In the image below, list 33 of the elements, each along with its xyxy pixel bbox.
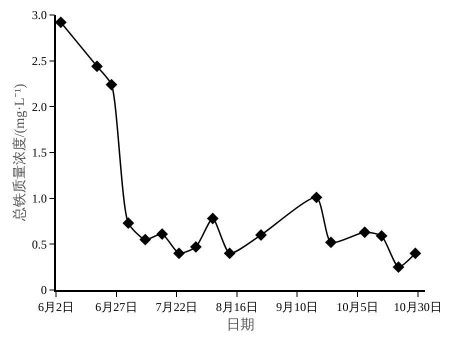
x-tick-label: 6月2日 [38,300,74,314]
point [106,78,118,91]
y-tick-label: 1.0 [32,192,47,206]
y-tick-label: 3.0 [32,8,47,22]
point [91,60,103,72]
y-tick-label: 2.0 [32,100,47,114]
point [139,234,152,246]
point [206,212,219,224]
point [56,16,67,28]
point [173,247,185,260]
point [392,261,404,273]
point [190,241,202,253]
point [310,192,322,204]
point [376,230,388,242]
point [410,247,422,260]
point [255,229,267,241]
point [325,236,337,248]
point [224,247,236,260]
x-tick-label: 10月30日 [394,300,442,314]
x-tick-label: 9月10日 [276,300,318,314]
point [122,217,134,229]
x-axis-title: 日期 [226,316,254,333]
y-tick-label: 2.5 [32,54,47,68]
x-tick-label: 10月5日 [336,300,378,314]
y-tick-label: 1.5 [32,146,47,160]
y-tick-label: 0.5 [32,237,47,252]
y-axis-title: 总铁质量浓度/(mg·L⁻¹) [12,83,28,222]
x-tick-label: 7月22日 [156,300,198,314]
point [156,228,168,240]
y-tick-label: 0 [40,283,47,298]
x-tick-label: 6月27日 [95,300,138,314]
x-tick-label: 8月16日 [216,300,258,314]
point [358,226,371,238]
